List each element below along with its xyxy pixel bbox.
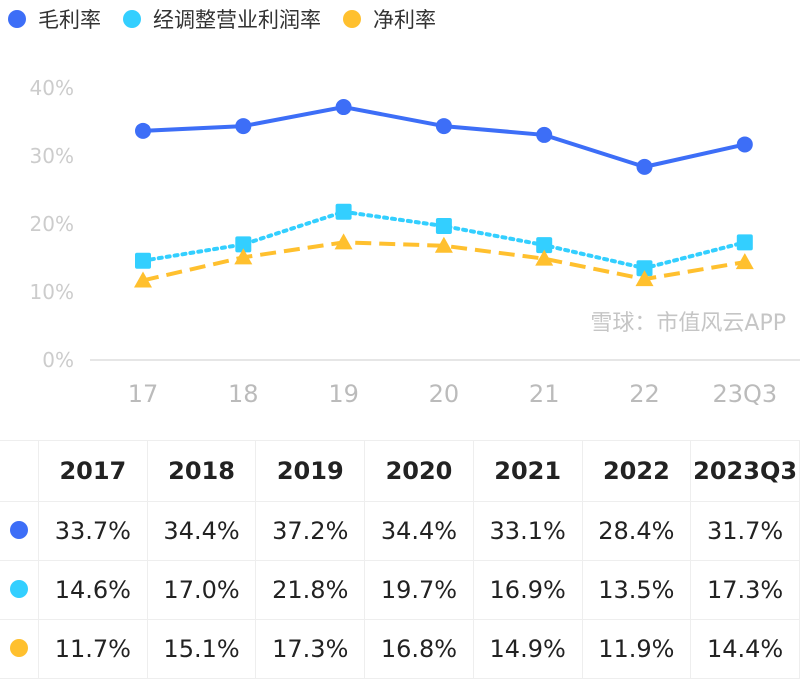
table-cell: 33.1% bbox=[472, 501, 583, 561]
data-point bbox=[536, 237, 553, 254]
column-header: 2017 bbox=[38, 440, 148, 502]
series-dot-icon bbox=[10, 521, 28, 539]
table-cell: 11.7% bbox=[38, 619, 148, 679]
table-cell: 14.4% bbox=[690, 619, 800, 679]
table-cell: 15.1% bbox=[146, 619, 257, 679]
x-tick-label: 22 bbox=[629, 380, 660, 408]
data-point bbox=[736, 234, 753, 251]
data-point bbox=[435, 118, 452, 135]
legend-item-net-margin[interactable]: 净利率 bbox=[343, 4, 436, 34]
table-cell: 28.4% bbox=[581, 501, 692, 561]
table-cell: 17.0% bbox=[146, 560, 257, 620]
table-cell: 17.3% bbox=[255, 619, 366, 679]
legend-item-adjusted-operating-margin[interactable]: 经调整营业利润率 bbox=[123, 4, 321, 34]
y-tick-label: 0% bbox=[42, 348, 74, 372]
table-row: 11.7% 15.1% 17.3% 16.8% 14.9% 11.9% 14.4… bbox=[0, 619, 800, 679]
column-header: 2018 bbox=[146, 440, 257, 502]
legend-marker bbox=[8, 10, 26, 28]
data-point bbox=[636, 260, 653, 277]
data-point bbox=[135, 252, 151, 269]
table-row: 33.7% 34.4% 37.2% 34.4% 33.1% 28.4% 31.7… bbox=[0, 501, 800, 561]
data-point bbox=[736, 136, 753, 153]
data-point bbox=[735, 253, 754, 270]
legend-marker bbox=[343, 10, 361, 28]
data-point bbox=[135, 122, 151, 139]
x-tick-label: 18 bbox=[228, 380, 259, 408]
column-header: 2022 bbox=[581, 440, 692, 502]
legend: 毛利率 经调整营业利润率 净利率 bbox=[8, 4, 458, 34]
data-point bbox=[434, 236, 453, 253]
x-tick-label: 21 bbox=[529, 380, 560, 408]
watermark: 雪球：市值风云APP bbox=[590, 311, 786, 336]
table-cell: 16.8% bbox=[364, 619, 474, 679]
table-cell: 33.7% bbox=[38, 501, 148, 561]
data-point bbox=[235, 118, 252, 135]
column-header: 2021 bbox=[472, 440, 583, 502]
line-chart: 0% 10% 20% 30% 40% 17 18 19 20 21 22 23Q3 bbox=[30, 76, 800, 408]
data-point bbox=[635, 270, 654, 287]
legend-marker bbox=[123, 10, 141, 28]
y-tick-label: 20% bbox=[30, 212, 74, 236]
column-header: 2023Q3 bbox=[690, 440, 800, 502]
table-cell: 17.3% bbox=[690, 560, 800, 620]
x-tick-label: 19 bbox=[328, 380, 359, 408]
x-tick-label: 17 bbox=[128, 380, 159, 408]
column-header: 2020 bbox=[364, 440, 474, 502]
data-point bbox=[335, 203, 352, 220]
legend-item-gross-margin[interactable]: 毛利率 bbox=[8, 4, 101, 34]
data-point bbox=[535, 249, 554, 266]
table-cell: 14.6% bbox=[38, 560, 148, 620]
column-header: 2019 bbox=[255, 440, 366, 502]
data-point bbox=[334, 233, 353, 250]
y-tick-label: 40% bbox=[30, 76, 74, 100]
series-dot-icon bbox=[10, 580, 28, 598]
data-point bbox=[234, 248, 253, 265]
data-point bbox=[636, 158, 653, 175]
table-cell: 34.4% bbox=[364, 501, 474, 561]
table-header-row: 2017 2018 2019 2020 2021 2022 2023Q3 bbox=[0, 440, 800, 502]
data-point bbox=[536, 126, 553, 143]
series-line bbox=[142, 105, 746, 169]
table-cell: 37.2% bbox=[255, 501, 366, 561]
data-table: 2017 2018 2019 2020 2021 2022 2023Q3 33.… bbox=[0, 440, 800, 679]
series-dot-icon bbox=[10, 639, 28, 657]
table-cell: 31.7% bbox=[690, 501, 800, 561]
y-tick-label: 10% bbox=[30, 280, 74, 304]
table-cell: 11.9% bbox=[581, 619, 692, 679]
table-cell: 21.8% bbox=[255, 560, 366, 620]
data-point bbox=[435, 218, 452, 235]
table-cell: 34.4% bbox=[146, 501, 257, 561]
table-cell: 13.5% bbox=[581, 560, 692, 620]
table-row: 14.6% 17.0% 21.8% 19.7% 16.9% 13.5% 17.3… bbox=[0, 560, 800, 620]
x-tick-label: 20 bbox=[429, 380, 460, 408]
data-point bbox=[134, 271, 152, 288]
y-tick-label: 30% bbox=[30, 144, 74, 168]
table-cell: 14.9% bbox=[472, 619, 583, 679]
table-cell: 16.9% bbox=[472, 560, 583, 620]
data-point bbox=[335, 99, 352, 116]
data-point bbox=[235, 236, 252, 253]
table-cell: 19.7% bbox=[364, 560, 474, 620]
x-tick-label: 23Q3 bbox=[712, 380, 777, 408]
